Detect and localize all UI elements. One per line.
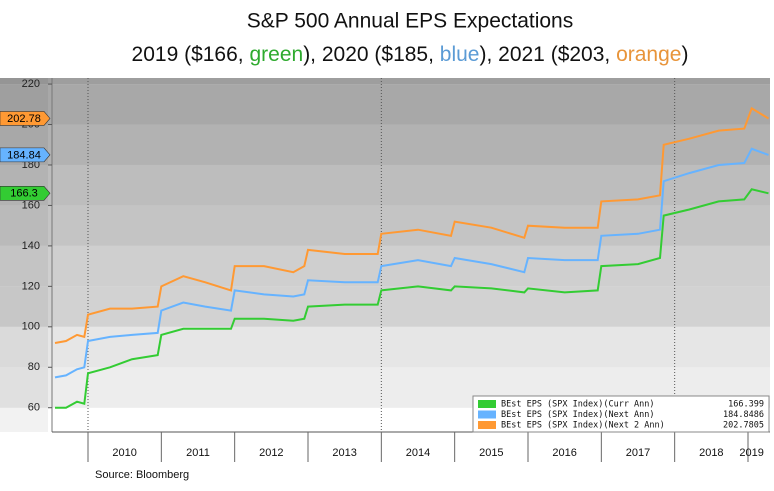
legend-label: BEst EPS (SPX Index)(Next Ann) xyxy=(501,410,655,420)
x-tick-label: 2014 xyxy=(406,447,430,459)
subtitle-part: blue xyxy=(440,43,480,66)
value-flag-label: 166.3 xyxy=(10,188,38,200)
value-flag xyxy=(0,147,51,163)
band xyxy=(0,286,770,327)
legend: BEst EPS (SPX Index)(Curr Ann) 166.399 BEs… xyxy=(472,395,770,433)
y-tick-label: 220 xyxy=(22,78,40,90)
plot-area: 6080100120140160180200220 xyxy=(0,78,770,432)
x-tick-label: 2019 xyxy=(739,447,763,459)
subtitle-part: orange xyxy=(616,43,681,66)
value-flag xyxy=(0,111,51,126)
y-tick-label: 100 xyxy=(22,321,40,333)
y-tick-label: 160 xyxy=(22,199,40,211)
y-tick-label: 120 xyxy=(22,280,40,292)
legend-value: 202.7805 xyxy=(723,421,764,431)
chart-title: S&P 500 Annual EPS Expectations xyxy=(247,10,574,33)
value-flag-label: 202.78 xyxy=(7,113,41,125)
value-flag-label: 184.84 xyxy=(7,149,41,161)
legend-box xyxy=(472,395,770,433)
y-tick-label: 80 xyxy=(28,361,40,373)
band xyxy=(0,78,770,85)
legend-swatch xyxy=(478,421,496,429)
series-line xyxy=(54,147,769,379)
x-tick-label: 2012 xyxy=(259,447,283,459)
x-tick-label: 2016 xyxy=(552,447,576,459)
subtitle-part: 2019 ($166, xyxy=(132,43,250,66)
subtitle-part: ), 2021 ($203, xyxy=(479,43,616,66)
value-flag xyxy=(0,186,51,201)
subtitle-part: ), 2020 ($185, xyxy=(303,43,440,66)
x-tick-label: 2010 xyxy=(112,447,136,459)
series-line xyxy=(54,106,770,344)
y-tick-label: 60 xyxy=(28,402,40,414)
series-line xyxy=(55,188,769,409)
legend-label: BEst EPS (SPX Index)(Curr Ann) xyxy=(501,400,655,410)
legend-swatch xyxy=(478,410,496,419)
y-tick-label: 140 xyxy=(22,240,40,252)
x-tick-label: 2017 xyxy=(626,447,650,459)
x-tick-label: 2013 xyxy=(332,447,356,459)
band xyxy=(0,326,770,368)
chart-subtitle: 2019 ($166, green), 2020 ($185, blue), 2… xyxy=(132,43,689,66)
axis-strip xyxy=(0,78,48,432)
legend-label: BEst EPS (SPX Index)(Next 2 Ann) xyxy=(501,421,665,431)
legend-value: 166.399 xyxy=(728,400,764,410)
band xyxy=(0,124,770,165)
band xyxy=(0,164,770,206)
subtitle-part: ) xyxy=(681,43,688,66)
x-tick-label: 2011 xyxy=(186,447,210,459)
legend-swatch xyxy=(478,400,496,408)
x-tick-label: 2015 xyxy=(479,447,503,459)
legend-value: 184.8486 xyxy=(723,410,764,420)
source: Source: Bloomberg xyxy=(95,469,189,481)
band xyxy=(0,205,770,246)
band xyxy=(0,84,770,125)
x-axis-area xyxy=(52,432,770,462)
subtitle-part: green xyxy=(249,43,303,66)
x-tick-label: 2018 xyxy=(699,447,723,459)
